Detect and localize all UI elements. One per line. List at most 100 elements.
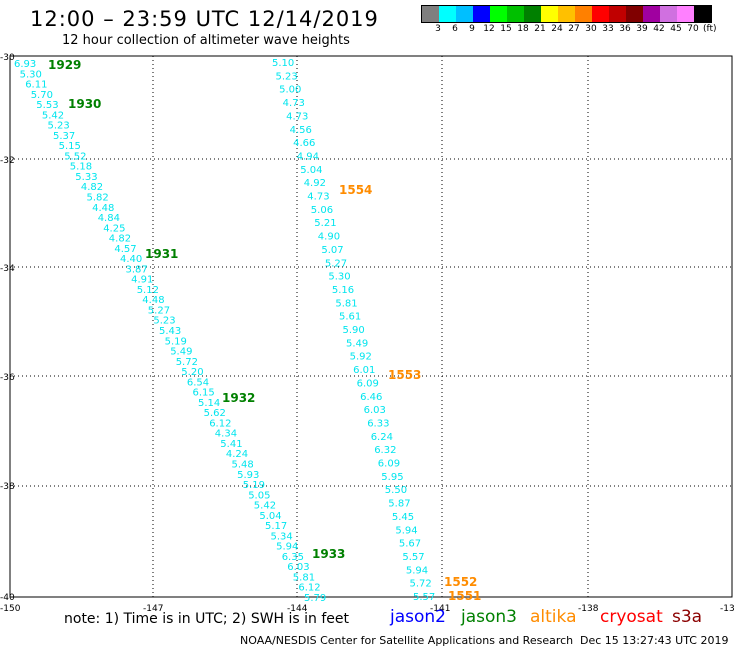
wave-height-value: 4.92 — [304, 178, 326, 189]
wave-height-value: 5.57 — [413, 592, 435, 603]
satellite-legend-jason3: jason3 — [461, 607, 517, 627]
wave-height-value: 5.14 — [198, 398, 220, 409]
pass-time-label: 1931 — [145, 247, 178, 261]
wave-height-value: 5.94 — [276, 542, 298, 553]
wave-height-value: 4.56 — [290, 125, 312, 136]
color-scale-label: 18 — [517, 24, 529, 34]
wave-height-value: 4.94 — [297, 151, 319, 162]
longitude-tick-label: -138 — [578, 604, 599, 614]
color-scale-swatch — [490, 6, 507, 22]
wave-height-value: 4.48 — [142, 295, 164, 306]
pass-time-label: 1930 — [68, 97, 101, 111]
wave-height-value: 6.24 — [371, 432, 393, 443]
wave-height-value: 3.87 — [126, 264, 148, 275]
pass-time-label: 1553 — [388, 368, 421, 382]
wave-height-value: 6.54 — [187, 377, 209, 388]
wave-height-value: 4.25 — [103, 223, 125, 234]
wave-height-value: 5.92 — [350, 352, 372, 363]
wave-height-value: 5.87 — [388, 499, 410, 510]
map-title: 12:00 – 23:59 UTC 12/14/2019 — [30, 7, 379, 31]
wave-height-value: 5.42 — [42, 110, 64, 121]
satellite-legend-altika: altika — [530, 607, 577, 627]
wave-height-value: 5.10 — [272, 58, 294, 69]
wave-height-value: 5.72 — [410, 579, 432, 590]
pass-time-label: 1552 — [444, 575, 477, 589]
wave-height-value: 5.93 — [237, 470, 259, 481]
wave-height-value: 5.21 — [314, 218, 336, 229]
wave-height-value: 5.82 — [87, 193, 109, 204]
longitude-tick-label: -150 — [0, 604, 21, 614]
satellite-legend-cryosat: cryosat — [600, 607, 663, 627]
wave-height-value: 5.19 — [243, 480, 265, 491]
latitude-tick-label: -30 — [0, 53, 15, 63]
wave-height-value: 5.27 — [325, 258, 347, 269]
note-text: note: 1) Time is in UTC; 2) SWH is in fe… — [64, 611, 350, 627]
wave-height-value: 5.04 — [300, 165, 322, 176]
wave-height-value: 6.33 — [367, 419, 389, 430]
pass-time-label: 1933 — [312, 547, 345, 561]
wave-height-value: 6.12 — [298, 583, 320, 594]
color-scale-unit: (ft) — [702, 24, 717, 34]
color-scale-swatch — [524, 6, 541, 22]
wave-height-value: 5.42 — [254, 501, 276, 512]
color-scale-swatch — [643, 6, 660, 22]
wave-height-value: 5.15 — [59, 141, 81, 152]
wave-height-value: 6.32 — [374, 445, 396, 456]
wave-height-value: 4.73 — [307, 192, 329, 203]
wave-height-value: 5.17 — [265, 521, 287, 532]
map-frame — [9, 55, 733, 598]
wave-height-value: 5.41 — [220, 439, 242, 450]
color-scale-label: 39 — [636, 24, 648, 34]
wave-height-value: 5.49 — [170, 347, 192, 358]
pass-time-label: 1554 — [339, 183, 372, 197]
satellite-legend-jason2: jason2 — [390, 607, 446, 627]
wave-height-value: 6.93 — [14, 59, 36, 70]
color-scale-swatch — [592, 6, 609, 22]
longitude-tick-label: -141 — [430, 604, 450, 614]
color-scale-label: 3 — [435, 24, 441, 34]
wave-height-value: 5.30 — [20, 69, 42, 80]
color-scale-label: 45 — [670, 24, 682, 34]
color-scale-label: 15 — [500, 24, 512, 34]
latitude-tick-label: -36 — [0, 373, 15, 383]
wave-height-value: 6.03 — [287, 562, 309, 573]
color-scale-swatch — [541, 6, 558, 22]
wave-height-value: 5.23 — [48, 121, 70, 132]
wave-height-value: 4.57 — [114, 244, 136, 255]
color-scale-swatch — [677, 6, 694, 22]
wave-height-value: 4.84 — [98, 213, 120, 224]
color-scale-label: 30 — [585, 24, 597, 34]
wave-height-value: 6.01 — [353, 365, 375, 376]
wave-height-value: 5.53 — [36, 100, 58, 111]
wave-height-value: 4.48 — [92, 203, 114, 214]
latitude-tick-label: -40 — [0, 593, 15, 603]
color-scale-swatch — [694, 6, 711, 22]
color-scale-label: 12 — [483, 24, 495, 34]
color-scale-swatch — [660, 6, 677, 22]
latitude-tick-label: -34 — [0, 264, 15, 274]
wave-height-value: 6.46 — [360, 392, 382, 403]
wave-height-color-scale: 3 6 9 12 15 18 21 24 27 30 33 36 39 42 45 70 (ft) — [421, 5, 717, 37]
wave-height-value: 6.11 — [25, 80, 47, 91]
wave-height-value: 5.43 — [159, 326, 181, 337]
wave-height-value: 5.07 — [321, 245, 343, 256]
satellite-legend-s3a: s3a — [672, 607, 703, 627]
wave-height-value: 5.00 — [279, 85, 301, 96]
wave-height-value: 6.03 — [364, 405, 386, 416]
wave-height-value: 5.45 — [392, 512, 414, 523]
wave-height-value: 5.70 — [31, 90, 53, 101]
latitude-tick-label: -32 — [0, 156, 15, 166]
wave-height-value: 5.72 — [176, 357, 198, 368]
wave-height-value: 5.62 — [204, 408, 226, 419]
wave-height-value: 5.30 — [328, 272, 350, 283]
wave-height-value: 4.73 — [286, 111, 308, 122]
wave-height-value: 5.49 — [346, 338, 368, 349]
color-scale-swatches — [421, 5, 712, 23]
wave-height-value: 6.12 — [209, 418, 231, 429]
wave-height-value: 5.90 — [343, 325, 365, 336]
wave-height-value: 5.23 — [276, 71, 298, 82]
wave-height-value: 5.94 — [395, 525, 417, 536]
wave-height-value: 5.48 — [232, 460, 254, 471]
